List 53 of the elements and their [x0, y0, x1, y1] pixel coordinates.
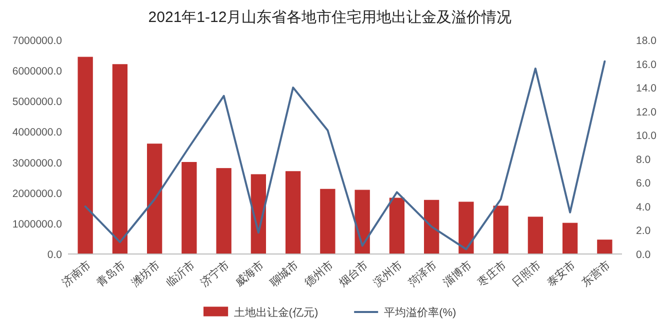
legend-label: 土地出让金(亿元): [234, 306, 318, 319]
x-tick-label: 烟台市: [336, 258, 370, 290]
x-tick-label: 临沂市: [163, 258, 198, 290]
x-tick-label: 枣庄市: [475, 258, 509, 290]
x-tick-label: 菏泽市: [406, 258, 440, 290]
y-tick-label: 6000000.0: [12, 66, 62, 78]
bar: [112, 64, 128, 254]
y-tick-label: 4000000.0: [12, 126, 62, 139]
line-series: [84, 60, 606, 250]
bar: [146, 144, 162, 254]
y2-tick-label: 12.0: [636, 106, 657, 118]
x-tick-label: 济南市: [60, 258, 94, 290]
bar: [216, 168, 232, 254]
y2-tick-label: 8.0: [636, 154, 651, 166]
y-tick-label: 3000000.0: [12, 157, 62, 170]
x-tick-label: 东营市: [578, 258, 613, 290]
bar: [458, 202, 474, 254]
bar: [389, 198, 405, 254]
y2-tick-label: 6.0: [636, 178, 651, 190]
bar: [493, 206, 508, 254]
x-tick-label: 德州市: [302, 258, 336, 290]
y2-tick-label: 14.0: [636, 82, 657, 95]
y2-tick-label: 16.0: [636, 58, 657, 71]
x-tick-label: 潍坊市: [128, 258, 162, 290]
x-tick-label: 青岛市: [94, 258, 128, 290]
bar: [528, 216, 544, 254]
y2-tick-label: 0.0: [636, 249, 651, 261]
bar: [320, 188, 336, 254]
chart-title: 2021年1-12月山东省各地市住宅用地出让金及溢价情况: [148, 9, 512, 26]
y-tick-label: 2000000.0: [12, 188, 62, 200]
y2-tick-label: 10.0: [636, 130, 657, 142]
bar: [285, 171, 301, 254]
bar: [182, 162, 197, 254]
y-tick-label: 5000000.0: [12, 96, 62, 108]
bar: [78, 56, 93, 254]
x-tick-label: 淄博市: [440, 258, 474, 290]
x-tick-label: 泰安市: [544, 258, 578, 290]
y2-tick-label: 2.0: [636, 225, 651, 238]
x-tick-label: 威海市: [232, 258, 266, 290]
x-tick-label: 济宁市: [198, 258, 232, 290]
y-tick-label: 0.0: [47, 249, 62, 261]
y2-tick-label: 18.0: [636, 35, 657, 47]
bar: [424, 200, 440, 254]
y-tick-label: 1000000.0: [12, 218, 62, 230]
legend-label: 平均溢价率(%): [384, 306, 456, 319]
y-tick-label: 7000000.0: [12, 35, 62, 47]
bar: [597, 240, 612, 254]
x-tick-label: 滨州市: [371, 258, 405, 290]
x-tick-label: 聊城市: [267, 258, 301, 290]
bar: [562, 222, 578, 254]
y2-tick-label: 4.0: [636, 201, 651, 214]
bar: [354, 190, 370, 254]
x-tick-label: 日照市: [510, 258, 544, 290]
